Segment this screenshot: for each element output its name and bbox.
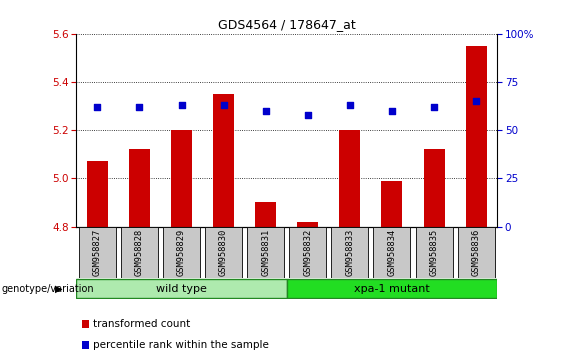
Bar — [466, 46, 486, 227]
Bar — [289, 227, 327, 278]
Point — [177, 102, 186, 108]
Text: percentile rank within the sample: percentile rank within the sample — [93, 340, 269, 350]
Title: GDS4564 / 178647_at: GDS4564 / 178647_at — [218, 18, 355, 31]
Text: GSM958836: GSM958836 — [472, 229, 481, 276]
Bar — [129, 149, 150, 227]
Bar — [458, 227, 495, 278]
Text: GSM958832: GSM958832 — [303, 229, 312, 276]
Bar — [76, 279, 287, 298]
Bar — [331, 227, 368, 278]
Point — [303, 112, 312, 118]
Point — [261, 108, 270, 114]
Bar — [213, 94, 234, 227]
Point — [388, 108, 397, 114]
Bar — [415, 227, 453, 278]
Point — [345, 102, 354, 108]
Text: GSM958827: GSM958827 — [93, 229, 102, 276]
Text: GSM958834: GSM958834 — [388, 229, 397, 276]
Bar — [373, 227, 411, 278]
Bar — [121, 227, 158, 278]
Text: GSM958830: GSM958830 — [219, 229, 228, 276]
Bar — [287, 279, 497, 298]
Text: genotype/variation: genotype/variation — [1, 284, 94, 293]
Bar — [255, 202, 276, 227]
Text: GSM958828: GSM958828 — [135, 229, 144, 276]
Bar — [79, 227, 116, 278]
Point — [472, 98, 481, 104]
Bar — [205, 227, 242, 278]
Point — [135, 104, 144, 110]
Point — [93, 104, 102, 110]
Text: GSM958835: GSM958835 — [429, 229, 438, 276]
Bar — [424, 149, 445, 227]
Bar — [381, 181, 402, 227]
Point — [429, 104, 438, 110]
Bar — [171, 130, 192, 227]
Point — [219, 102, 228, 108]
Text: GSM958831: GSM958831 — [261, 229, 270, 276]
Text: GSM958829: GSM958829 — [177, 229, 186, 276]
Bar — [340, 130, 360, 227]
Text: xpa-1 mutant: xpa-1 mutant — [354, 284, 430, 293]
Bar — [247, 227, 284, 278]
Text: GSM958833: GSM958833 — [345, 229, 354, 276]
Text: wild type: wild type — [156, 284, 207, 293]
Bar — [297, 222, 318, 227]
Bar — [87, 161, 108, 227]
Text: transformed count: transformed count — [93, 319, 190, 329]
Text: ▶: ▶ — [55, 284, 62, 293]
Bar — [163, 227, 200, 278]
